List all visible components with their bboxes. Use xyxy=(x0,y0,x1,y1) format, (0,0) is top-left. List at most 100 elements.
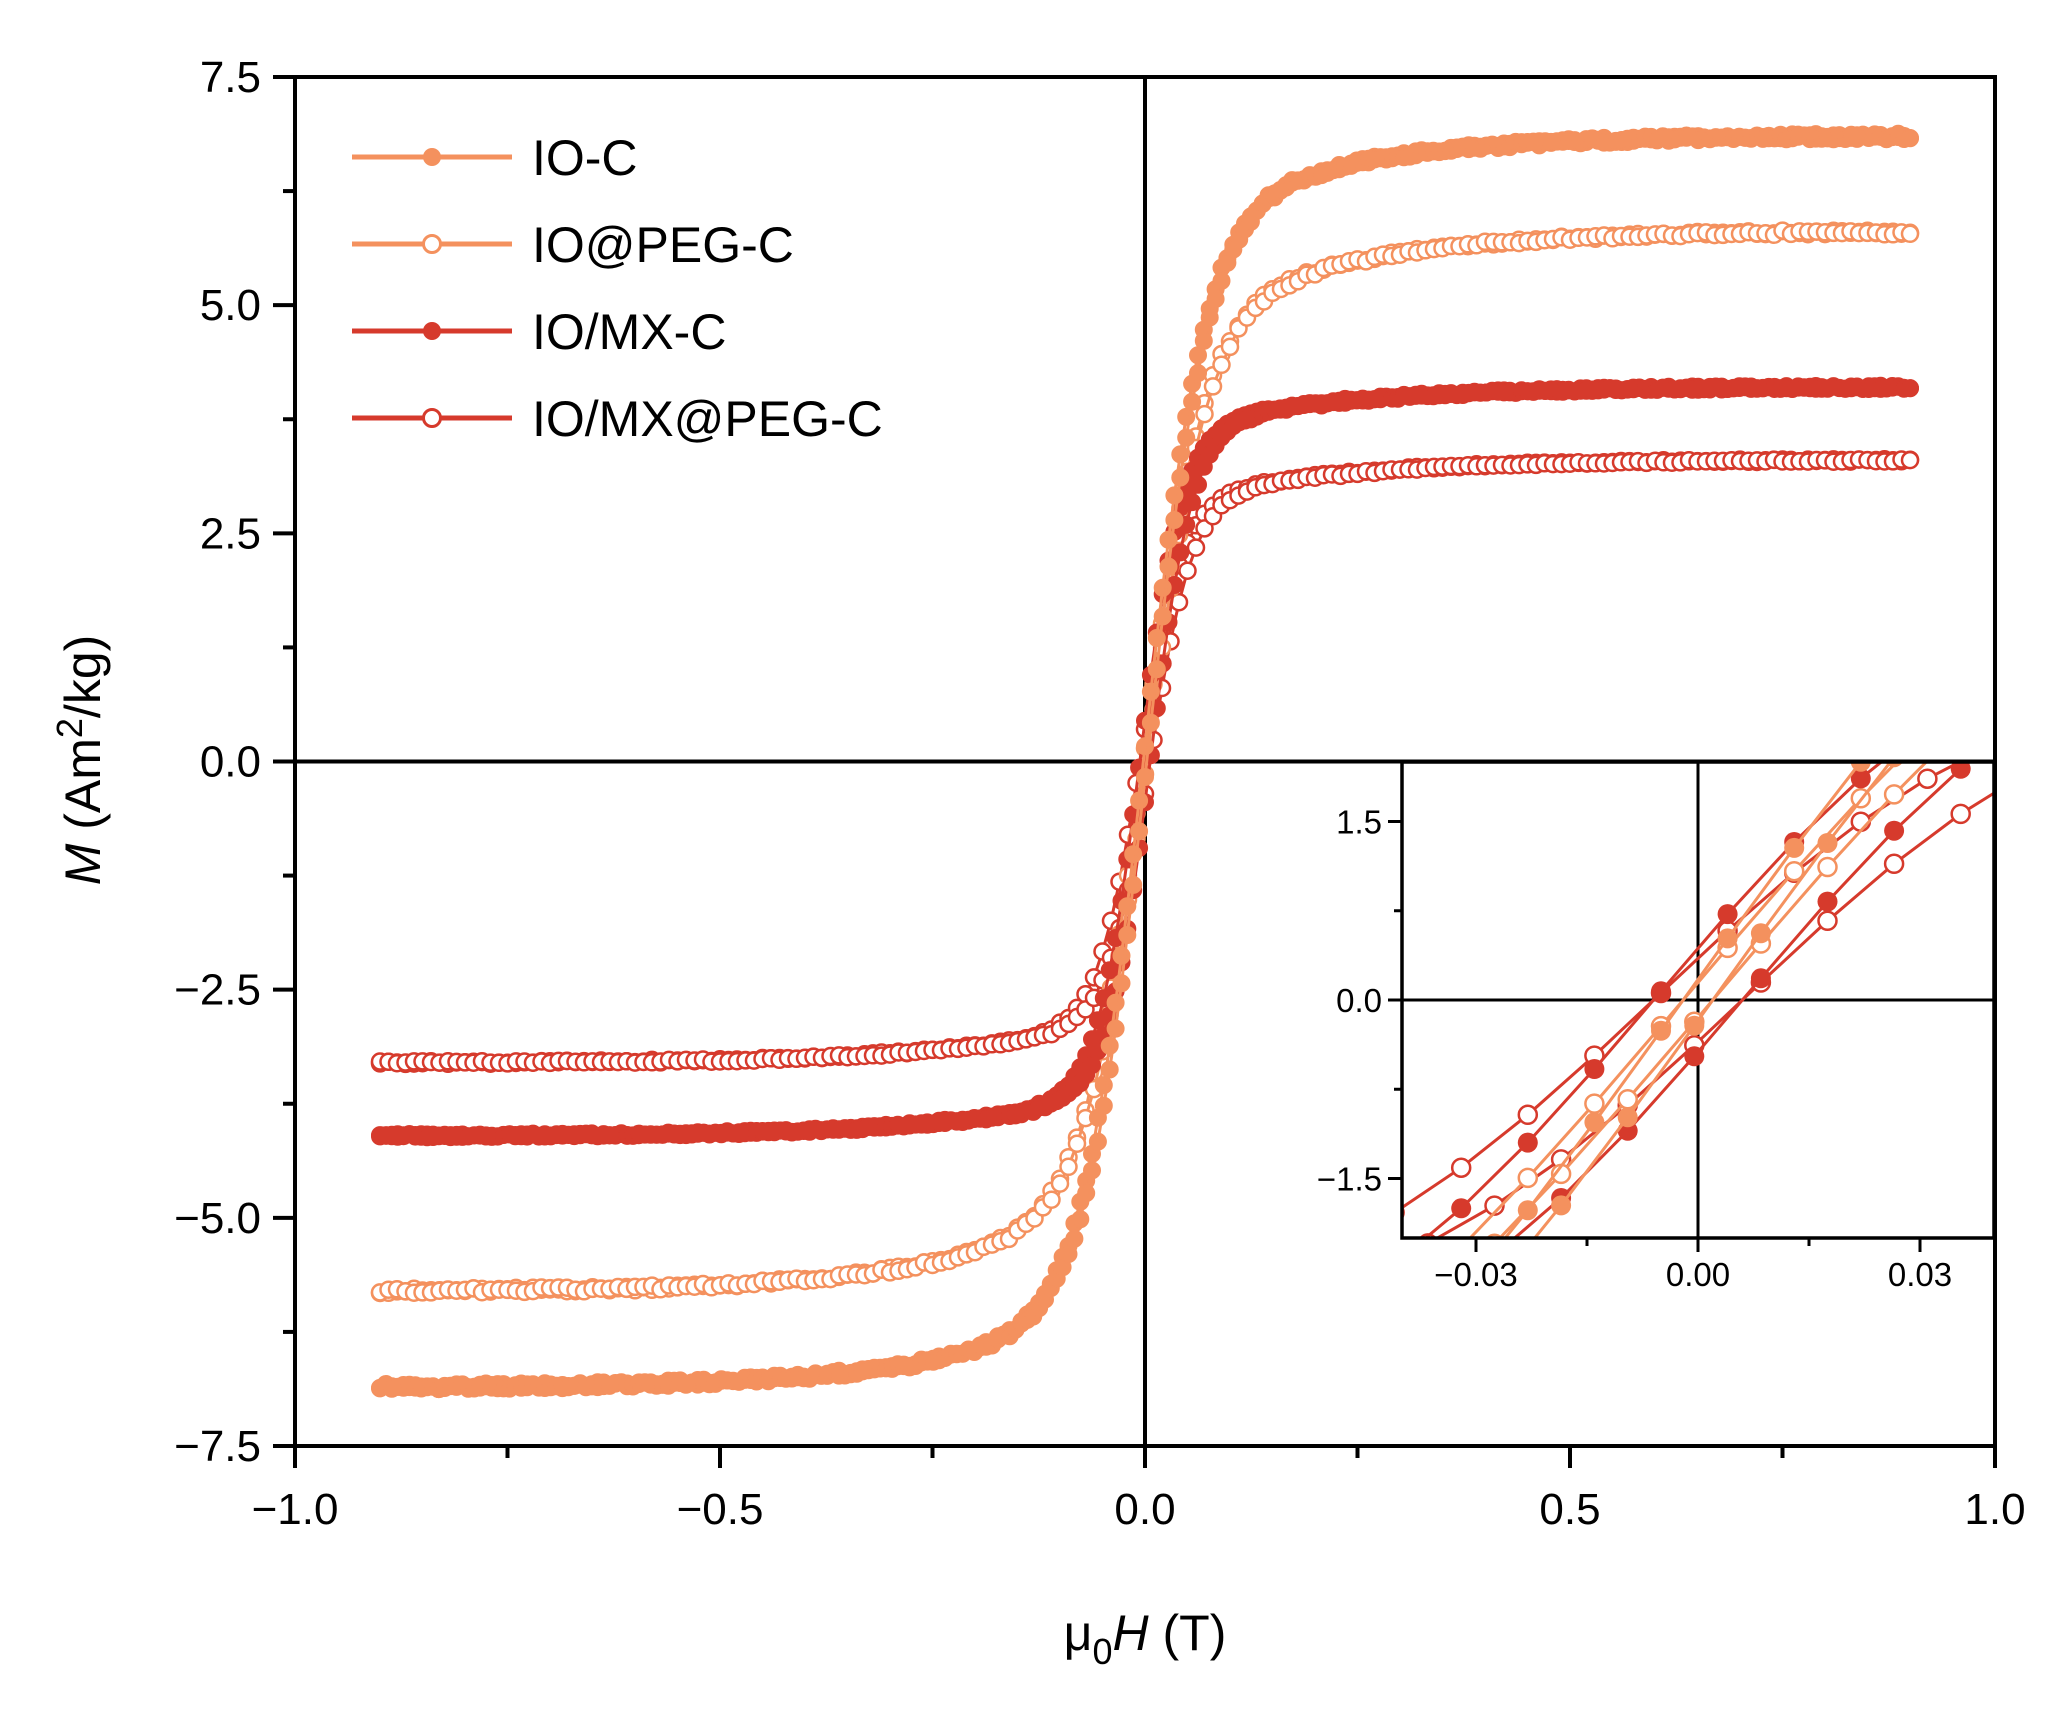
data-point xyxy=(1212,271,1231,290)
y-tick-label: 5.0 xyxy=(200,281,261,330)
data-point xyxy=(1124,845,1143,864)
inset-data-point xyxy=(1517,1200,1538,1221)
data-point xyxy=(1183,392,1202,411)
data-point xyxy=(1177,407,1196,426)
inset-data-point xyxy=(1883,784,1905,805)
inset-data-point xyxy=(1584,1059,1605,1079)
inset-data-point xyxy=(1651,1020,1671,1041)
inset-data-point xyxy=(1551,1195,1572,1216)
legend: IO-C IO@PEG-C IO/MX-C IO/MX@PEG-C xyxy=(352,130,883,447)
data-point xyxy=(1178,561,1197,580)
data-point xyxy=(1094,1076,1113,1095)
inset-data-point xyxy=(1950,803,1971,825)
data-point xyxy=(1136,768,1154,786)
data-point xyxy=(1141,713,1160,732)
x-tick-label: −0.5 xyxy=(677,1485,764,1534)
inset-data-point xyxy=(1584,1093,1605,1114)
y-tick-label: −2.5 xyxy=(174,966,261,1015)
inset-data-point xyxy=(1450,1157,1472,1178)
inset-x-tick-label: 0.03 xyxy=(1888,1256,1952,1293)
data-point xyxy=(1203,377,1223,396)
data-point xyxy=(1147,660,1166,679)
data-point xyxy=(1106,993,1125,1012)
inset-branch-line-desc xyxy=(1423,762,1884,1238)
inset-y-tick-label: 1.5 xyxy=(1336,804,1382,841)
legend-marker xyxy=(422,408,442,428)
inset-x-tick-label: 0.00 xyxy=(1666,1256,1730,1293)
inset-data-point xyxy=(1717,928,1738,949)
inset-data-point xyxy=(1717,904,1738,925)
inset-branch-line-desc xyxy=(1503,762,1863,1238)
y-tick-label: −5.0 xyxy=(174,1194,261,1243)
data-point xyxy=(1124,875,1143,894)
inset-data-point xyxy=(1784,837,1805,858)
data-point xyxy=(1130,791,1149,810)
legend-label: IO/MX-C xyxy=(532,304,726,360)
legend-label: IO/MX@PEG-C xyxy=(532,391,883,447)
data-point xyxy=(1189,475,1207,494)
inset-data-point xyxy=(1817,891,1838,912)
data-point xyxy=(1159,530,1178,549)
main-axis-ticks: −1.0 −0.5 0.0 0.5 1.0 7.5 5.0 2.5 0.0 −2.5 −5.0 −7.… xyxy=(174,53,2025,1534)
inset-data-point xyxy=(1817,856,1838,878)
legend-item-io-mx-c: IO/MX-C xyxy=(352,304,726,360)
data-point xyxy=(1171,445,1190,464)
legend-marker xyxy=(423,322,441,340)
main-series-layer xyxy=(370,124,1920,1399)
inset-y-tick-label: −1.5 xyxy=(1317,1161,1382,1198)
y-tick-label: 7.5 xyxy=(200,53,261,102)
inset-data-point xyxy=(1584,1112,1605,1133)
data-point xyxy=(1220,337,1240,357)
x-tick-label: 1.0 xyxy=(1964,1485,2025,1534)
data-point xyxy=(1094,1096,1113,1115)
inset-data-point xyxy=(1517,1132,1538,1153)
inset-data-point xyxy=(1684,1046,1705,1067)
data-point xyxy=(1118,926,1137,944)
data-point xyxy=(1100,1060,1119,1079)
data-point xyxy=(1112,974,1131,993)
data-point xyxy=(1112,946,1131,965)
inset-data-point xyxy=(1451,1198,1472,1219)
legend-item-io-mx-peg-c: IO/MX@PEG-C xyxy=(352,391,883,447)
inset-data-point xyxy=(1617,1089,1638,1110)
data-point xyxy=(1177,428,1196,447)
x-axis-label: μ0H (T) xyxy=(1064,1605,1227,1672)
data-point xyxy=(1059,1157,1078,1177)
inset-branch-line-desc xyxy=(1402,762,1963,1210)
data-point xyxy=(1200,308,1219,327)
inset-data-point xyxy=(1783,860,1805,882)
data-point xyxy=(1130,822,1149,841)
y-tick-label: 0.0 xyxy=(200,738,261,787)
inset-data-point xyxy=(1917,768,1938,789)
series-io-mx-c xyxy=(371,376,1919,1147)
data-point xyxy=(1194,331,1213,350)
inset-axis-ticks: −0.03 0.00 0.03 1.5 0.0 −1.5 xyxy=(1317,804,1952,1294)
data-point xyxy=(1118,897,1137,916)
data-point xyxy=(1901,379,1919,398)
inset-data-point xyxy=(1817,833,1838,853)
x-tick-label: −1.0 xyxy=(252,1485,339,1534)
data-point xyxy=(1206,290,1225,308)
data-point xyxy=(1065,1229,1084,1248)
data-point xyxy=(1106,1019,1125,1038)
legend-marker xyxy=(422,234,442,254)
data-point xyxy=(1042,1190,1061,1209)
inset-zero-lines xyxy=(1402,762,1994,1238)
inset-series-layer xyxy=(1402,762,1994,1238)
data-point xyxy=(1189,364,1207,383)
data-point xyxy=(1141,682,1160,701)
series-io-c xyxy=(371,124,1919,1399)
data-point xyxy=(1083,1161,1101,1180)
x-tick-label: 0.0 xyxy=(1114,1485,1175,1534)
inset-data-point xyxy=(1517,1104,1539,1126)
inset-data-point xyxy=(1950,762,1971,779)
inset-data-point xyxy=(1817,910,1838,932)
data-point xyxy=(1212,355,1231,375)
inset-data-point xyxy=(1617,1107,1638,1128)
inset-x-tick-label: −0.03 xyxy=(1434,1256,1518,1293)
legend-item-io-c: IO-C xyxy=(352,130,638,186)
data-point xyxy=(1059,1245,1078,1263)
data-point xyxy=(1186,538,1206,557)
inset-data-point xyxy=(1850,762,1871,772)
